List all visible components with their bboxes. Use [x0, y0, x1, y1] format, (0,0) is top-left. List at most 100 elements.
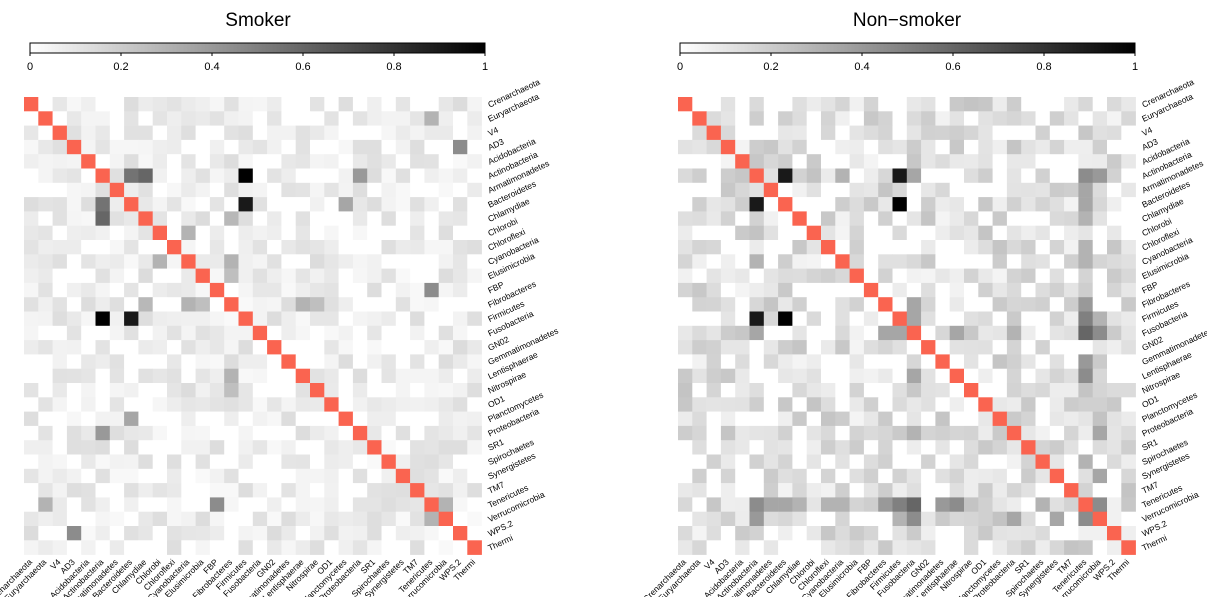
heatmap-cell [821, 268, 836, 284]
heatmap-cell [1064, 268, 1079, 284]
heatmap-cell [792, 297, 807, 312]
heatmap-cell [678, 511, 693, 527]
heatmap-cell [24, 311, 39, 327]
heatmap-cell [395, 325, 411, 341]
heatmap-cell [1035, 225, 1051, 241]
heatmap-cell [395, 168, 411, 184]
heatmap-cell [778, 154, 793, 169]
heatmap-cell [252, 511, 268, 527]
heatmap-cell [252, 340, 268, 355]
heatmap-cell [792, 483, 807, 498]
heatmap-cell [692, 354, 707, 369]
heatmap-cell [81, 325, 96, 341]
heatmap-cell [949, 540, 965, 555]
heatmap-cell [224, 254, 239, 269]
heatmap-cell [749, 383, 765, 398]
heatmap-cell [964, 297, 979, 312]
heatmap-cell [678, 111, 693, 126]
heatmap-cell [921, 511, 936, 527]
heatmap-cell [849, 454, 865, 470]
heatmap-cell [1064, 454, 1079, 470]
heatmap-cell [66, 282, 82, 298]
diagonal-cell [310, 383, 325, 398]
heatmap-cell [792, 97, 807, 112]
heatmap-cell [167, 182, 182, 198]
heatmap-cell [992, 368, 1008, 384]
heatmap-cell [152, 282, 168, 298]
diagonal-cell [238, 311, 254, 327]
heatmap-cell [267, 526, 282, 541]
heatmap-cell [95, 282, 111, 298]
heatmap-cell [1078, 483, 1093, 498]
heatmap-cell [1049, 425, 1065, 441]
heatmap-cell [978, 268, 993, 284]
heatmap-cell [138, 311, 153, 327]
heatmap-cell [124, 240, 139, 255]
heatmap-cell [324, 125, 339, 141]
heatmap-cell [95, 254, 111, 269]
diagonal-cell [863, 282, 879, 298]
heatmap-cell [878, 483, 893, 498]
heatmap-cell [964, 254, 979, 269]
heatmap-cell [338, 168, 354, 184]
heatmap-cell [267, 383, 282, 398]
heatmap-cell [438, 368, 454, 384]
heatmap-cell [906, 111, 922, 126]
heatmap-cell [1021, 154, 1036, 169]
diagonal-cell [109, 182, 125, 198]
heatmap-cell [806, 497, 822, 512]
heatmap-cell [252, 397, 268, 412]
heatmap-cell [892, 111, 908, 126]
heatmap-cell [706, 368, 722, 384]
heatmap-cell [1107, 411, 1122, 427]
heatmap-cell [720, 297, 736, 312]
heatmap-cell [209, 440, 225, 455]
heatmap-cell [749, 139, 765, 155]
heatmap-cell [224, 440, 239, 455]
heatmap-cell [453, 297, 468, 312]
heatmap-cell [835, 139, 850, 155]
heatmap-cell [1021, 282, 1036, 298]
heatmap-cell [1006, 154, 1022, 169]
heatmap-cell [181, 139, 196, 155]
heatmap-cell [835, 211, 850, 226]
heatmap-cell [395, 540, 411, 555]
heatmap-cell [1035, 282, 1051, 298]
heatmap-cell [338, 511, 354, 527]
heatmap-cell [949, 211, 965, 226]
heatmap-cell [935, 182, 950, 198]
heatmap-cell [1121, 483, 1136, 498]
heatmap-cell [81, 168, 96, 184]
heatmap-cell [720, 340, 736, 355]
heatmap-cell [252, 154, 268, 169]
heatmap-cell [66, 483, 82, 498]
heatmap-cell [1021, 425, 1036, 441]
heatmap-cell [1035, 297, 1051, 312]
heatmap-cell [978, 197, 993, 212]
heatmap-cell [964, 225, 979, 241]
heatmap-cell [778, 297, 793, 312]
heatmap-cell [52, 139, 68, 155]
heatmap-cell [678, 297, 693, 312]
heatmap-cell [252, 354, 268, 369]
heatmap-cell [367, 125, 382, 141]
heatmap-cell [1092, 397, 1108, 412]
heatmap-cell [310, 97, 325, 112]
heatmap-cell [424, 240, 439, 255]
heatmap-cell [238, 225, 254, 241]
heatmap-cell [906, 411, 922, 427]
chart-title: Non−smoker [853, 10, 962, 31]
heatmap-cell [381, 211, 397, 226]
heatmap-cell [1035, 411, 1051, 427]
heatmap-cell [763, 311, 779, 327]
heatmap-cell [81, 526, 96, 541]
heatmap-cell [124, 383, 139, 398]
heatmap-cell [152, 383, 168, 398]
heatmap-cell [1035, 254, 1051, 269]
row-label: V4 [1140, 125, 1154, 139]
heatmap-cell [95, 354, 111, 369]
heatmap-cell [1049, 311, 1065, 327]
heatmap-cell [295, 411, 311, 427]
heatmap-cell [66, 526, 82, 541]
diagonal-cell [209, 282, 225, 298]
